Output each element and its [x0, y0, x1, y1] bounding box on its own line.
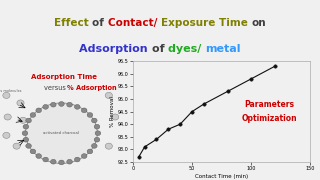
Circle shape: [112, 114, 119, 120]
Circle shape: [23, 137, 29, 142]
Circle shape: [13, 143, 20, 149]
Circle shape: [92, 118, 97, 123]
Text: Exposure: Exposure: [161, 18, 219, 28]
Circle shape: [22, 131, 28, 136]
Circle shape: [17, 100, 24, 106]
Circle shape: [23, 124, 29, 129]
Circle shape: [59, 102, 64, 106]
Circle shape: [81, 108, 87, 113]
Text: Adsorption: Adsorption: [79, 44, 152, 54]
Circle shape: [3, 132, 10, 138]
Circle shape: [51, 159, 56, 164]
Circle shape: [43, 157, 48, 162]
Circle shape: [75, 157, 80, 162]
Y-axis label: % Removal: % Removal: [110, 96, 115, 127]
Circle shape: [105, 92, 112, 98]
Circle shape: [92, 143, 97, 148]
Circle shape: [94, 124, 100, 129]
Circle shape: [95, 131, 101, 136]
Circle shape: [43, 104, 48, 109]
Text: Contact/: Contact/: [108, 18, 161, 28]
Circle shape: [75, 104, 80, 109]
Circle shape: [26, 118, 31, 123]
Circle shape: [30, 149, 36, 154]
Text: dyes/: dyes/: [168, 44, 205, 54]
Text: Adsorption Time: Adsorption Time: [31, 74, 97, 80]
Circle shape: [59, 160, 64, 165]
Text: on: on: [252, 18, 266, 28]
Text: Time: Time: [219, 18, 252, 28]
Circle shape: [26, 103, 97, 163]
Circle shape: [87, 149, 93, 154]
Text: metal: metal: [205, 44, 241, 54]
Circle shape: [94, 137, 100, 142]
Text: Effect: Effect: [54, 18, 92, 28]
Circle shape: [20, 117, 27, 123]
Text: activated charcoal: activated charcoal: [44, 131, 79, 135]
Text: Parameters
Optimization: Parameters Optimization: [241, 100, 297, 123]
Circle shape: [30, 113, 36, 117]
Circle shape: [36, 108, 42, 113]
Circle shape: [51, 102, 56, 107]
Circle shape: [105, 143, 112, 149]
Text: versus: versus: [44, 85, 68, 91]
Text: of: of: [92, 18, 108, 28]
Circle shape: [81, 154, 87, 158]
Circle shape: [26, 143, 31, 148]
Circle shape: [67, 159, 72, 164]
Circle shape: [4, 114, 11, 120]
Text: of: of: [152, 44, 168, 54]
Text: % Adsorption: % Adsorption: [67, 85, 116, 91]
Text: gas molecules: gas molecules: [0, 89, 22, 93]
Circle shape: [87, 113, 93, 117]
Circle shape: [3, 92, 10, 98]
Circle shape: [67, 102, 72, 107]
X-axis label: Contact Time (min): Contact Time (min): [195, 174, 248, 179]
Circle shape: [36, 154, 42, 158]
